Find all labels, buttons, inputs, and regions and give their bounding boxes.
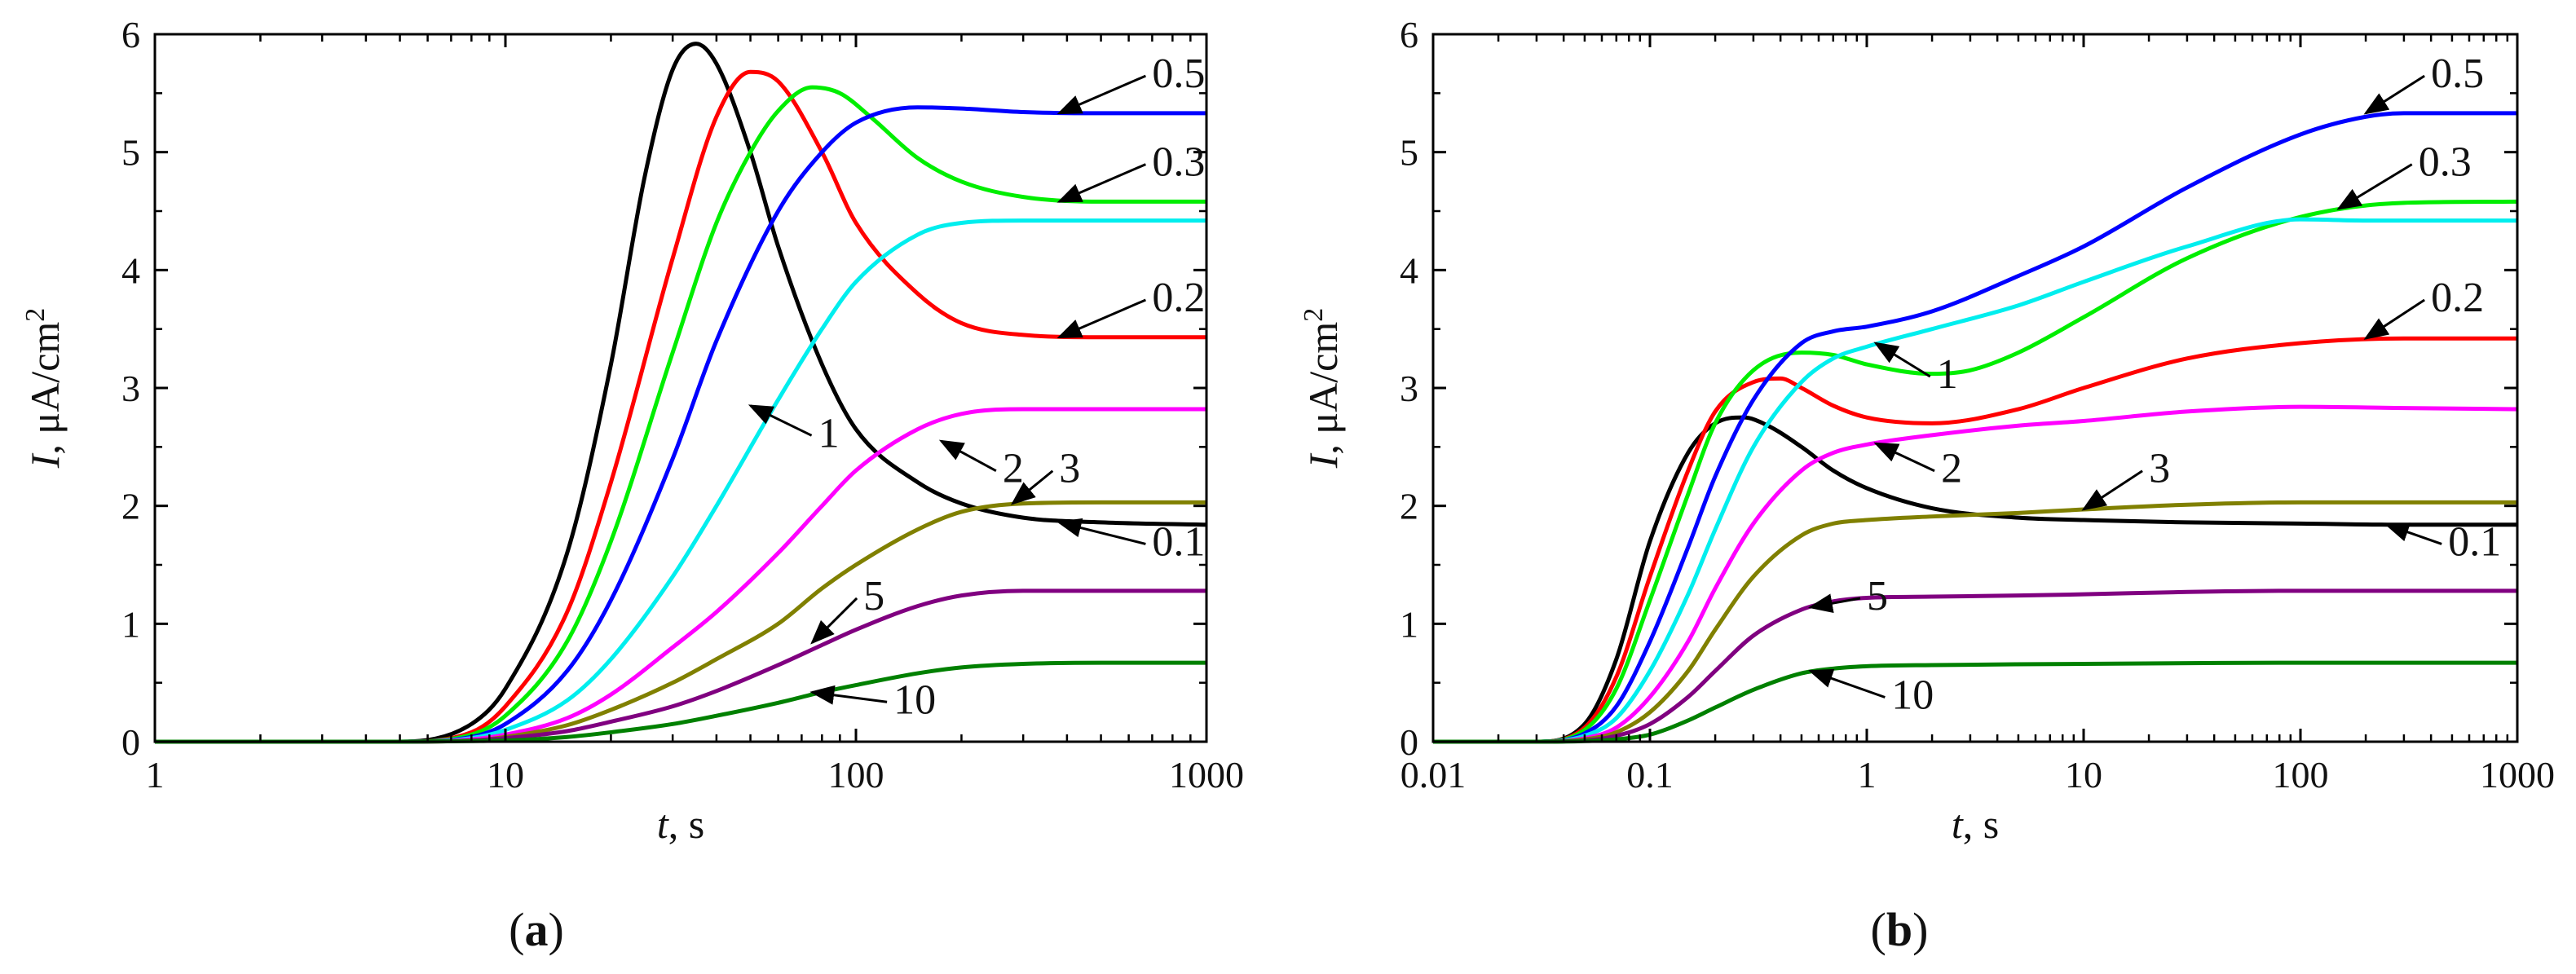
panel-a-annotation-arrow [1056, 518, 1146, 545]
panel-a-y-axis-label: I, μA/cm2 [20, 308, 68, 469]
panel-b-y-axis-sup: 2 [1299, 308, 1329, 322]
panel-b-y-tick-label: 5 [1400, 132, 1418, 174]
panel-a-series [154, 42, 1207, 744]
panel-a-y-tick-label: 0 [121, 721, 140, 763]
panel-a-annotation-arrow [938, 439, 997, 473]
panel-b-annotation-label: 5 [1867, 573, 1888, 619]
panel-b-annotation-arrow [2363, 74, 2425, 115]
panel-a-annotation-label: 2 [1003, 446, 1024, 492]
panel-b-annotation-label: 10 [1891, 672, 1934, 718]
panel-b-y-axis-unit: , μA/cm [1300, 322, 1346, 455]
panel-a-annotation-arrow [1056, 74, 1146, 115]
panel-a-y-tick-label: 3 [121, 368, 140, 409]
panel-a-x-axis-label: t, s [657, 801, 704, 847]
panel-b-x-axis-unit: , s [1963, 801, 1999, 847]
panel-a-annotations: 0.5 0.3 0.2 1 2 3 0.1 5 10 [748, 51, 1205, 723]
panel-a-y-axis-sup: 2 [20, 308, 51, 322]
panel-b-y-tick-label: 1 [1400, 603, 1418, 645]
panel-a-annotation-label: 0.2 [1152, 275, 1205, 321]
panel-b: 0.01 0.1 1 10 100 1000 0 1 2 3 4 5 6 0.5 0.3 0.2 1 2 3 0.1… [1299, 14, 2556, 956]
panel-b-x-tick-label: 100 [2273, 754, 2329, 796]
panel-a-series-line [154, 42, 1207, 744]
panel-b-y-axis-var: I [1300, 452, 1346, 469]
panel-b-annotation-arrow [1807, 593, 1861, 614]
panel-a-annotation-arrow [1010, 469, 1054, 505]
panel-b-y-axis-label: I, μA/cm2 [1299, 308, 1347, 469]
panel-a-y-tick-label: 6 [121, 14, 140, 55]
panel-a-annotation-arrow [1056, 298, 1146, 339]
panel-a-x-axis-unit: , s [668, 801, 704, 847]
panel-b-annotation-arrow [2336, 163, 2413, 210]
panel-a-annotation-label: 3 [1059, 446, 1080, 492]
panel-a-annotation-label: 1 [818, 410, 840, 456]
panel-a-annotation-label: 0.3 [1152, 139, 1205, 186]
panel-a-y-tick-label: 5 [121, 132, 140, 174]
panel-b-annotation-label: 0.3 [2419, 139, 2472, 186]
panel-a-y-axis-var: I [22, 452, 68, 469]
panel-b-series-line [1432, 336, 2517, 744]
panel-b-y-tick-label: 4 [1400, 249, 1418, 291]
panel-b-x-tick-label: 0.1 [1626, 754, 1674, 796]
panel-b-series-line [1432, 415, 2517, 744]
panel-b-series-line [1432, 404, 2518, 744]
panel-a-x-tick-label: 1 [146, 754, 165, 796]
panel-a-annotation-arrow [748, 404, 813, 437]
panel-a-frame [153, 33, 1208, 743]
panel-a-x-axis-var: t [657, 801, 669, 847]
panel-b-annotation-arrow [1873, 342, 1931, 378]
panel-b-annotation-label: 3 [2149, 446, 2170, 492]
panel-a-y-tick-label: 2 [121, 486, 140, 527]
panel-a-annotation-label: 5 [863, 573, 884, 619]
panel-b-y-tick-label: 3 [1400, 368, 1418, 409]
panel-a-y-tick-label: 4 [121, 249, 140, 291]
panel-b-annotation-arrow [2384, 522, 2442, 545]
panel-b-series-line [1432, 111, 2517, 744]
panel-a-annotation-arrow [809, 685, 888, 705]
panel-b-y-tick-label: 0 [1400, 721, 1418, 763]
panel-b-x-tick-label: 1000 [2480, 754, 2555, 796]
panel-b-x-tick-label: 0.01 [1400, 754, 1467, 796]
panel-b-x-tick-label: 10 [2065, 754, 2102, 796]
panel-b-series-line [1432, 500, 2517, 744]
panel-b-series [1432, 111, 2518, 744]
panel-a-series-line [154, 69, 1206, 744]
panel-b-annotation-arrow [2081, 469, 2143, 511]
panel-a-annotation-label: 0.1 [1152, 518, 1205, 565]
panel-b-annotations: 0.5 0.3 0.2 1 2 3 0.1 5 10 [1807, 51, 2501, 718]
panel-b-frame [1431, 33, 2519, 743]
panel-b-x-axis-label: t, s [1952, 801, 1999, 847]
panel-b-annotation-label: 2 [1941, 446, 1962, 492]
panel-b-ticks: 0.01 0.1 1 10 100 1000 0 1 2 3 4 5 6 [1400, 14, 2555, 796]
panel-b-series-line [1432, 217, 2517, 744]
panel-b-x-tick-label: 1 [1858, 754, 1877, 796]
panel-b-y-tick-label: 6 [1400, 14, 1418, 55]
panel-a-series-line [154, 85, 1206, 744]
panel-b-annotation-label: 0.1 [2448, 518, 2501, 565]
panel-a-annotation-label: 10 [893, 677, 936, 723]
panel-a-label: (a) [509, 903, 564, 956]
panel-b-annotation-arrow [1873, 442, 1935, 473]
panel-a-x-tick-label: 100 [828, 754, 884, 796]
panel-b-annotation-label: 1 [1937, 351, 1958, 398]
panel-a-annotation-arrow [810, 597, 858, 645]
panel-a-annotation-arrow [1056, 163, 1146, 203]
panel-b-y-tick-label: 2 [1400, 486, 1418, 527]
panel-a-series-line [154, 588, 1206, 744]
panel-b-annotation-arrow [1808, 668, 1886, 699]
panel-a-y-axis-unit: , μA/cm [22, 322, 68, 455]
panel-a-series-line [154, 407, 1206, 744]
panel-a-y-tick-label: 1 [121, 603, 140, 645]
panel-a-annotation-label: 0.5 [1152, 51, 1205, 97]
panel-b-annotation-label: 0.2 [2431, 275, 2484, 321]
panel-a-x-tick-label: 10 [487, 754, 524, 796]
panel-b-label: (b) [1871, 903, 1929, 956]
panel-b-annotation-arrow [2363, 298, 2425, 340]
panel-a-x-tick-label: 1000 [1169, 754, 1244, 796]
panel-b-annotation-label: 0.5 [2431, 51, 2484, 97]
panel-a-series-line [154, 105, 1206, 744]
panel-b-x-axis-var: t [1952, 801, 1964, 847]
